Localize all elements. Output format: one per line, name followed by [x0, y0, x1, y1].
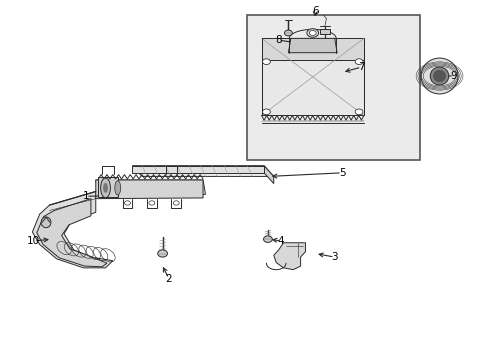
Text: 6: 6 — [311, 6, 318, 17]
Polygon shape — [37, 199, 107, 267]
Polygon shape — [132, 166, 264, 173]
Polygon shape — [96, 180, 205, 196]
Polygon shape — [32, 192, 113, 268]
Ellipse shape — [41, 217, 51, 228]
Polygon shape — [132, 166, 273, 176]
Polygon shape — [273, 243, 305, 270]
Polygon shape — [264, 166, 273, 184]
Polygon shape — [261, 60, 363, 116]
Ellipse shape — [115, 181, 121, 195]
Circle shape — [263, 236, 272, 242]
Text: 1: 1 — [82, 191, 89, 201]
Ellipse shape — [432, 70, 445, 82]
Circle shape — [309, 31, 316, 36]
Circle shape — [262, 59, 270, 64]
Text: 10: 10 — [27, 236, 41, 246]
Circle shape — [354, 109, 362, 115]
Polygon shape — [288, 39, 336, 53]
Text: 9: 9 — [450, 71, 457, 81]
Polygon shape — [261, 39, 363, 60]
Circle shape — [149, 201, 155, 205]
Bar — [246, 15, 419, 160]
Circle shape — [354, 59, 362, 64]
Circle shape — [158, 250, 167, 257]
Ellipse shape — [429, 67, 448, 85]
Text: 4: 4 — [277, 236, 284, 246]
Text: 3: 3 — [331, 252, 337, 262]
Circle shape — [124, 201, 130, 205]
Text: 8: 8 — [275, 35, 282, 45]
Text: 2: 2 — [165, 274, 172, 284]
Polygon shape — [320, 30, 329, 35]
Ellipse shape — [101, 178, 110, 198]
Circle shape — [262, 109, 270, 115]
Circle shape — [306, 29, 318, 37]
Text: 5: 5 — [338, 168, 345, 178]
Circle shape — [284, 30, 292, 36]
Ellipse shape — [103, 183, 108, 193]
Polygon shape — [98, 177, 118, 197]
Text: 7: 7 — [358, 62, 364, 72]
Ellipse shape — [420, 58, 457, 94]
Polygon shape — [96, 180, 203, 199]
Circle shape — [173, 201, 179, 205]
